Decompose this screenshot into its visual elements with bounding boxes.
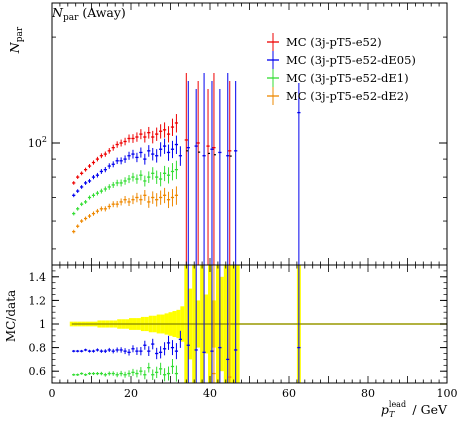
x-tick-label: 100 — [437, 387, 458, 400]
ratio-y-tick-label: 1 — [39, 318, 46, 331]
legend: MC (3j-pT5-e52) MC (3j-pT5-e52-dE05) MC (3… — [267, 33, 416, 105]
ratio-series-0-markers — [72, 265, 301, 383]
ratio-series-1-markers — [72, 358, 179, 382]
plot-title: Npar (Away) — [51, 5, 126, 23]
main-frame — [51, 2, 448, 266]
ratio-plot-panel: 0.6 0.8 1 1.2 1.4 0 20 40 60 80 100 — [29, 264, 458, 400]
ratio-plot-area — [69, 265, 447, 383]
series-3-markers — [72, 186, 179, 234]
x-tick-label: 40 — [203, 387, 217, 400]
ratio-y-tick-label: 1.2 — [29, 294, 47, 307]
series-4-markers — [184, 73, 232, 265]
x-axis-label: plead T / GeV — [381, 400, 448, 419]
axis-labels: Npar MC/data plead T / GeV — [4, 26, 448, 419]
ratio-y-tick-label: 1.4 — [29, 271, 47, 284]
x-tick-label: 60 — [282, 387, 296, 400]
ratio-y-tick-label: 0.8 — [29, 342, 47, 355]
ratio-y-tick-label: 0.6 — [29, 365, 47, 378]
y-axis-label-ratio: MC/data — [4, 290, 18, 342]
series-1-markers — [72, 73, 301, 265]
ratio-series-2-markers — [212, 265, 232, 383]
x-tick-label: 80 — [361, 387, 375, 400]
legend-entry: MC (3j-pT5-e52-dE2) — [286, 89, 409, 103]
y-tick-label: 102 — [28, 135, 47, 150]
x-tick-label: 20 — [124, 387, 138, 400]
y-axis-label-top: Npar — [7, 26, 25, 54]
series-0-markers — [72, 114, 179, 185]
x-tick-label: 0 — [49, 387, 56, 400]
main-plot-area — [72, 73, 301, 265]
series-2-markers — [72, 160, 179, 216]
legend-entry: MC (3j-pT5-e52) — [286, 35, 382, 49]
legend-entry: MC (3j-pT5-e52-dE1) — [286, 71, 409, 85]
legend-entry: MC (3j-pT5-e52-dE05) — [286, 53, 416, 67]
